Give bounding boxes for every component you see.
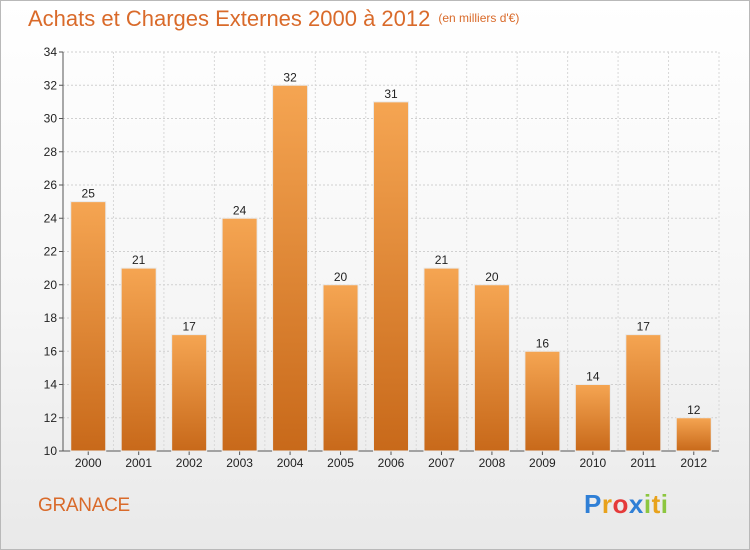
value-label: 20 (334, 270, 348, 284)
bar (423, 267, 460, 452)
x-tick-label: 2008 (479, 456, 506, 470)
y-tick-label: 24 (44, 211, 58, 225)
bar (272, 84, 309, 452)
x-tick-label: 2006 (378, 456, 405, 470)
value-label: 12 (687, 403, 701, 417)
y-tick-label: 30 (44, 112, 58, 126)
x-tick-label: 2007 (428, 456, 455, 470)
title-text: Achats et Charges Externes 2000 à 2012 (28, 6, 431, 31)
value-label: 16 (536, 336, 550, 350)
x-tick-label: 2005 (327, 456, 354, 470)
bar (473, 284, 510, 452)
bar (120, 267, 157, 452)
x-tick-label: 2011 (630, 456, 656, 470)
town-name: GRANACE (38, 495, 130, 516)
y-tick-label: 22 (44, 245, 58, 259)
bar (221, 217, 258, 452)
y-tick-label: 20 (44, 278, 58, 292)
logo-letter: i (643, 489, 652, 519)
x-tick-label: 2009 (529, 456, 556, 470)
value-label: 17 (637, 320, 651, 334)
title-unit: (en milliers d'€) (438, 11, 520, 25)
y-tick-label: 16 (44, 344, 58, 358)
value-label: 21 (435, 253, 449, 267)
logo-letter: o (612, 489, 629, 519)
y-tick-label: 28 (44, 145, 58, 159)
proxiti-logo[interactable]: Proxiti (584, 489, 668, 520)
value-label: 32 (283, 70, 297, 84)
value-label: 20 (485, 270, 499, 284)
bar (675, 417, 712, 452)
y-tick-label: 34 (44, 45, 58, 59)
y-tick-label: 14 (44, 378, 58, 392)
logo-letter: P (584, 489, 602, 519)
bar (70, 201, 107, 452)
value-label: 31 (384, 87, 398, 101)
bar (524, 350, 561, 452)
bar (373, 101, 409, 452)
y-tick-label: 32 (44, 78, 58, 92)
logo-letter: r (601, 489, 613, 519)
y-tick-label: 10 (44, 444, 58, 458)
labels: 25 2000 21 2001 17 2002 24 2003 32 2004 20 2005 31 20… (75, 70, 708, 470)
x-tick-label: 2000 (75, 456, 102, 470)
value-label: 14 (586, 370, 600, 384)
chart-title: Achats et Charges Externes 2000 à 2012 (e… (28, 6, 519, 32)
logo-letter: t (651, 489, 661, 519)
logo-letter: i (660, 489, 669, 519)
y-tick-label: 18 (44, 311, 58, 325)
x-tick-label: 2003 (226, 456, 253, 470)
bar (625, 334, 662, 452)
bar (171, 334, 208, 452)
y-tick-label: 26 (44, 178, 58, 192)
value-label: 21 (132, 253, 146, 267)
x-tick-label: 2012 (680, 456, 707, 470)
value-label: 24 (233, 203, 247, 217)
x-tick-label: 2002 (176, 456, 203, 470)
value-label: 25 (82, 187, 96, 201)
x-tick-label: 2010 (579, 456, 606, 470)
bar (322, 284, 359, 452)
bars (70, 84, 712, 452)
x-tick-label: 2004 (277, 456, 304, 470)
x-tick-label: 2001 (125, 456, 152, 470)
value-label: 17 (182, 320, 196, 334)
logo-letter: x (628, 489, 644, 519)
y-tick-label: 12 (44, 411, 58, 425)
bar (574, 384, 611, 452)
